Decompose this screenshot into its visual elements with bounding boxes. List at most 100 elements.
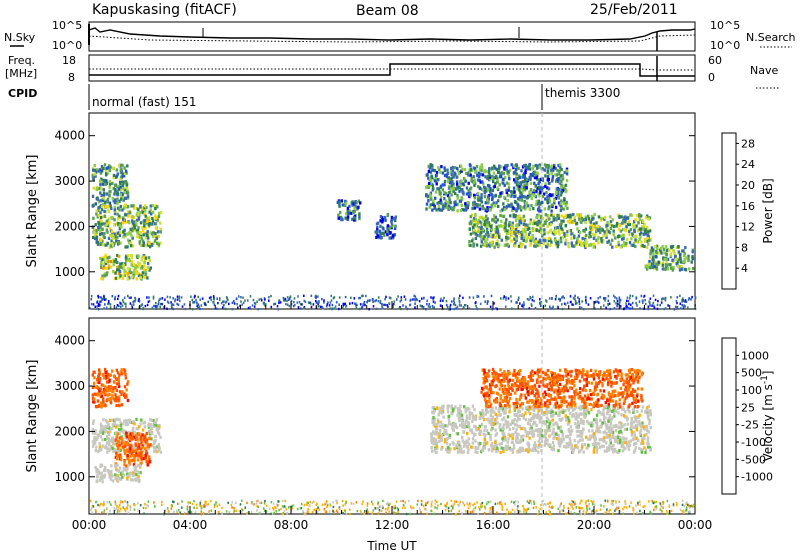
data-cell-1-0 — [109, 373, 112, 377]
data-cell-1-1 — [155, 418, 159, 422]
ground-scatter-cell — [647, 307, 649, 311]
ground-scatter-cell — [114, 295, 117, 299]
ground-scatter-cell — [448, 308, 450, 311]
data-cell-0-1 — [118, 208, 121, 212]
data-cell-1-4 — [451, 409, 455, 413]
data-cell-0-5 — [529, 176, 532, 180]
ground-scatter-cell — [177, 303, 180, 306]
data-cell-1-4 — [432, 423, 435, 427]
data-cell-0-5 — [451, 179, 454, 184]
data-cell-0-3 — [338, 204, 341, 208]
ground-scatter-cell — [495, 307, 497, 310]
data-cell-0-4 — [386, 226, 389, 230]
data-cell-1-3 — [116, 478, 120, 482]
data-cell-0-7 — [678, 268, 682, 272]
data-cell-1-4 — [603, 405, 606, 409]
ground-scatter-cell — [251, 304, 254, 307]
data-cell-1-1 — [120, 427, 123, 431]
data-cell-0-1 — [110, 215, 114, 220]
data-cell-0-5 — [486, 206, 489, 210]
data-cell-0-5 — [507, 170, 510, 174]
data-cell-1-4 — [448, 433, 451, 437]
data-cell-0-5 — [478, 167, 482, 172]
data-cell-0-0 — [97, 169, 100, 173]
data-cell-0-6 — [507, 244, 510, 248]
ground-scatter-cell — [341, 306, 344, 310]
data-cell-1-4 — [500, 441, 503, 445]
data-cell-0-7 — [687, 254, 690, 258]
data-cell-0-5 — [533, 193, 536, 197]
data-cell-0-7 — [669, 266, 673, 270]
data-cell-0-6 — [472, 225, 475, 229]
data-cell-0-5 — [464, 204, 467, 208]
ground-scatter-cell — [594, 307, 596, 310]
data-cell-0-0 — [105, 192, 109, 196]
data-cell-0-5 — [464, 208, 468, 212]
data-cell-1-4 — [571, 408, 575, 412]
data-cell-0-6 — [550, 240, 553, 244]
data-cell-0-5 — [444, 199, 448, 203]
data-cell-0-1 — [97, 206, 100, 210]
data-cell-1-0 — [125, 388, 128, 392]
data-cell-0-7 — [648, 260, 651, 264]
data-cell-1-4 — [561, 432, 565, 436]
data-cell-1-4 — [620, 421, 623, 426]
data-cell-0-5 — [473, 193, 476, 197]
data-cell-0-0 — [116, 172, 119, 176]
ground-scatter-cell — [103, 295, 105, 298]
data-cell-0-5 — [446, 180, 450, 184]
data-cell-0-1 — [136, 231, 139, 235]
data-cell-1-3 — [96, 479, 99, 483]
data-cell-0-5 — [534, 195, 538, 199]
data-cell-0-3 — [350, 211, 353, 215]
data-cell-0-1 — [157, 242, 160, 246]
data-cell-0-6 — [567, 245, 570, 249]
data-cell-1-4 — [597, 442, 601, 446]
data-cell-0-2 — [124, 271, 128, 275]
ground-scatter-cell — [310, 294, 313, 297]
ground-scatter-cell — [146, 296, 148, 299]
data-cell-0-2 — [119, 274, 122, 278]
data-cell-0-5 — [458, 189, 461, 193]
data-cell-0-1 — [153, 239, 157, 243]
data-cell-1-2 — [144, 440, 147, 444]
data-cell-0-0 — [101, 182, 105, 186]
data-cell-0-1 — [133, 223, 136, 227]
ground-scatter-cell — [90, 298, 93, 301]
data-cell-1-0 — [118, 395, 121, 399]
data-cell-1-0 — [98, 368, 101, 372]
ground-scatter-cell — [561, 303, 563, 306]
ground-scatter-cell — [418, 300, 421, 303]
data-cell-0-7 — [677, 258, 681, 262]
data-cell-0-5 — [429, 176, 432, 180]
data-cell-1-4 — [587, 437, 590, 441]
data-cell-1-1 — [94, 431, 97, 435]
data-cell-0-6 — [524, 223, 527, 227]
ground-scatter-cell — [384, 303, 386, 307]
ground-scatter-cell — [526, 297, 529, 301]
ground-scatter-cell — [531, 304, 533, 307]
data-cell-0-5 — [512, 164, 516, 168]
data-cell-1-4 — [450, 411, 453, 415]
data-cell-0-5 — [516, 197, 520, 201]
ground-scatter-cell — [676, 305, 679, 309]
data-cell-1-4 — [555, 437, 559, 441]
data-cell-0-2 — [116, 253, 119, 258]
data-cell-0-5 — [456, 209, 459, 213]
data-cell-1-4 — [610, 445, 613, 449]
data-cell-1-2 — [131, 451, 134, 455]
data-cell-1-3 — [132, 473, 136, 477]
ground-scatter-cell — [122, 301, 125, 304]
data-cell-1-1 — [124, 450, 127, 454]
data-cell-0-6 — [506, 229, 509, 233]
ground-scatter-cell — [132, 303, 135, 306]
data-cell-0-0 — [112, 176, 115, 180]
data-cell-1-4 — [477, 441, 480, 445]
data-cell-0-5 — [560, 206, 563, 210]
data-cell-0-1 — [92, 235, 95, 239]
data-cell-1-4 — [499, 428, 502, 432]
ground-scatter-cell — [382, 303, 385, 307]
data-cell-1-0 — [91, 385, 95, 389]
ground-scatter-cell — [330, 294, 332, 298]
data-cell-1-0 — [121, 390, 124, 394]
